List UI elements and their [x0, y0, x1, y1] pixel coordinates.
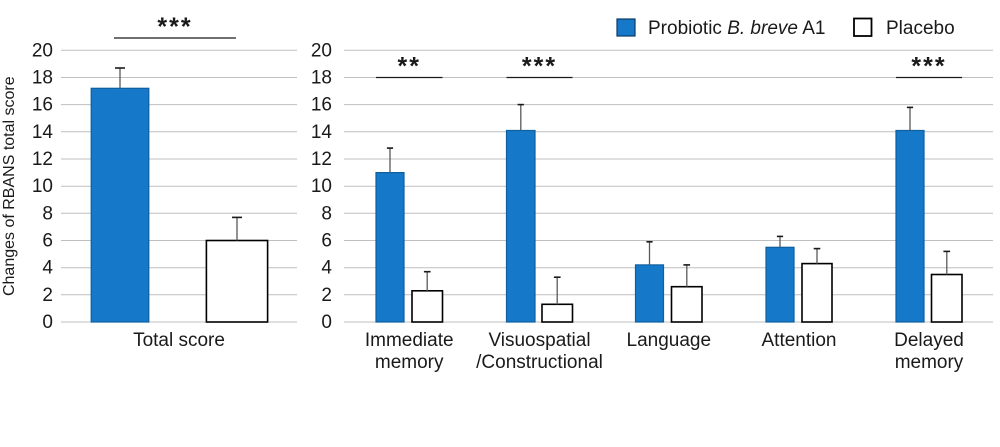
svg-text:18: 18: [32, 68, 53, 89]
svg-text:2: 2: [42, 285, 53, 306]
svg-text:8: 8: [42, 203, 53, 224]
svg-text:Visuospatial: Visuospatial: [488, 330, 590, 351]
svg-text:4: 4: [321, 258, 332, 279]
svg-text:Delayed: Delayed: [894, 330, 964, 351]
svg-text:Attention: Attention: [762, 330, 837, 351]
svg-text:6: 6: [321, 231, 332, 252]
svg-text:18: 18: [311, 68, 332, 89]
svg-text:10: 10: [311, 176, 332, 197]
svg-text:***: ***: [522, 52, 557, 80]
svg-text:memory: memory: [895, 352, 964, 373]
svg-text:16: 16: [32, 95, 53, 116]
svg-text:**: **: [398, 52, 421, 80]
svg-text:***: ***: [157, 13, 192, 41]
svg-text:0: 0: [321, 312, 332, 333]
svg-text:16: 16: [311, 95, 332, 116]
svg-text:4: 4: [42, 258, 53, 279]
svg-text:6: 6: [42, 231, 53, 252]
svg-text:Language: Language: [627, 330, 712, 351]
svg-text:memory: memory: [375, 352, 444, 373]
svg-text:Changes of RBANS total score: Changes of RBANS total score: [1, 76, 18, 296]
svg-text:12: 12: [32, 149, 53, 170]
svg-text:Probiotic B. breve A1: Probiotic B. breve A1: [648, 18, 825, 39]
svg-text:Total score: Total score: [133, 330, 225, 351]
svg-text:20: 20: [311, 40, 332, 61]
svg-text:Placebo: Placebo: [886, 18, 955, 39]
svg-text:14: 14: [311, 122, 333, 143]
svg-text:12: 12: [311, 149, 332, 170]
svg-text:/Constructional: /Constructional: [476, 352, 603, 373]
svg-text:***: ***: [911, 52, 946, 80]
svg-text:20: 20: [32, 40, 53, 61]
svg-text:0: 0: [42, 312, 53, 333]
svg-text:Immediate: Immediate: [365, 330, 454, 351]
svg-text:14: 14: [32, 122, 54, 143]
svg-text:10: 10: [32, 176, 53, 197]
svg-text:2: 2: [321, 285, 332, 306]
svg-text:8: 8: [321, 203, 332, 224]
